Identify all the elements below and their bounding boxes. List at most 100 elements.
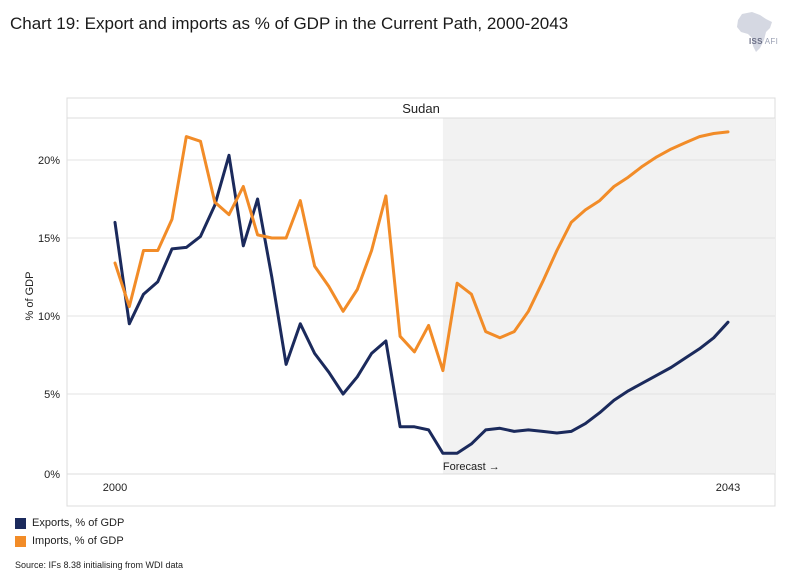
data-point-imports — [113, 261, 117, 265]
data-point-imports — [284, 236, 288, 240]
data-point-exports — [655, 374, 658, 377]
y-tick-label: 20% — [38, 155, 60, 167]
data-point-imports — [455, 282, 459, 285]
data-point-imports — [584, 208, 587, 212]
data-point-exports — [498, 427, 502, 430]
data-point-exports — [684, 356, 687, 360]
data-point-imports — [370, 249, 373, 252]
data-point-exports — [712, 336, 715, 340]
data-point-exports — [527, 428, 530, 432]
source-note: Source: IFs 8.38 initialising from WDI d… — [15, 560, 184, 570]
data-point-imports — [313, 264, 316, 268]
data-point-imports — [684, 141, 687, 145]
data-point-exports — [541, 430, 544, 433]
data-point-exports — [299, 322, 302, 325]
data-point-imports — [327, 285, 331, 288]
data-point-imports — [698, 135, 701, 138]
data-point-imports — [655, 155, 658, 159]
data-point-imports — [555, 249, 559, 252]
data-point-exports — [598, 411, 601, 414]
data-point-exports — [512, 430, 516, 433]
data-point-imports — [227, 213, 231, 216]
panel-title: Sudan — [402, 101, 440, 116]
y-tick-label: 10% — [38, 311, 60, 323]
iss-africa-map-icon — [737, 12, 772, 52]
data-point-imports — [569, 221, 573, 224]
data-point-exports — [356, 375, 359, 379]
legend-swatch-exports — [15, 517, 26, 529]
data-point-imports — [156, 249, 159, 252]
data-point-exports — [256, 197, 259, 201]
data-point-exports — [484, 428, 487, 432]
y-axis-label: % of GDP — [24, 272, 36, 321]
data-point-exports — [441, 452, 445, 455]
data-point-imports — [384, 194, 388, 198]
data-point-exports — [242, 244, 245, 247]
data-point-exports — [398, 425, 402, 428]
series-line-exports — [113, 153, 730, 455]
data-point-exports — [641, 381, 644, 385]
data-point-imports — [527, 310, 530, 313]
data-point-exports — [555, 431, 559, 435]
data-point-imports — [213, 200, 216, 204]
data-point-imports — [242, 185, 245, 188]
data-point-imports — [712, 132, 715, 135]
data-point-imports — [185, 135, 188, 138]
data-point-imports — [498, 336, 502, 340]
data-point-imports — [270, 236, 274, 240]
data-point-exports — [313, 352, 316, 355]
data-point-exports — [327, 370, 331, 374]
data-point-exports — [698, 347, 701, 350]
data-point-exports — [142, 292, 145, 296]
legend: Exports, % of GDP Imports, % of GDP — [15, 514, 124, 550]
data-point-exports — [569, 430, 573, 433]
data-point-imports — [256, 233, 259, 237]
data-point-exports — [341, 392, 345, 396]
x-tick-labels: 2000 2043 — [103, 482, 740, 494]
data-point-exports — [170, 247, 174, 251]
data-point-imports — [612, 185, 616, 188]
data-point-imports — [427, 324, 430, 327]
data-point-imports — [512, 330, 516, 333]
x-tick-label: 2000 — [103, 482, 127, 494]
y-tick-label: 15% — [38, 233, 60, 245]
chart-title: Chart 19: Export and imports as % of GDP… — [10, 14, 569, 33]
data-point-imports — [341, 310, 345, 313]
data-point-imports — [199, 140, 202, 143]
data-point-imports — [726, 130, 730, 134]
data-point-exports — [199, 235, 202, 238]
data-point-imports — [299, 199, 302, 202]
data-point-imports — [470, 292, 473, 296]
data-point-imports — [484, 330, 487, 333]
data-point-imports — [413, 350, 416, 354]
legend-label-exports: Exports, % of GDP — [32, 517, 125, 529]
legend-item-exports: Exports, % of GDP — [15, 514, 124, 532]
data-point-exports — [427, 428, 430, 432]
data-point-exports — [627, 389, 630, 393]
legend-swatch-imports — [15, 535, 26, 547]
data-point-imports — [128, 305, 131, 308]
data-point-exports — [669, 366, 673, 369]
data-point-imports — [356, 288, 359, 291]
legend-label-imports: Imports, % of GDP — [32, 535, 124, 547]
data-point-imports — [170, 218, 174, 221]
data-point-exports — [284, 363, 288, 366]
data-point-exports — [156, 280, 159, 283]
data-point-imports — [142, 249, 145, 252]
data-point-exports — [185, 246, 188, 249]
data-point-exports — [612, 399, 616, 402]
data-point-exports — [726, 321, 730, 324]
data-point-exports — [128, 322, 131, 325]
y-gridlines — [67, 159, 775, 395]
data-point-exports — [470, 442, 473, 446]
data-point-exports — [384, 339, 388, 343]
series-line-imports — [113, 130, 730, 373]
series-lines — [113, 130, 730, 455]
forecast-region — [442, 118, 775, 474]
data-point-imports — [398, 335, 402, 338]
data-point-exports — [455, 452, 459, 455]
data-point-imports — [627, 175, 630, 179]
data-point-imports — [669, 147, 673, 151]
data-point-exports — [584, 422, 587, 425]
